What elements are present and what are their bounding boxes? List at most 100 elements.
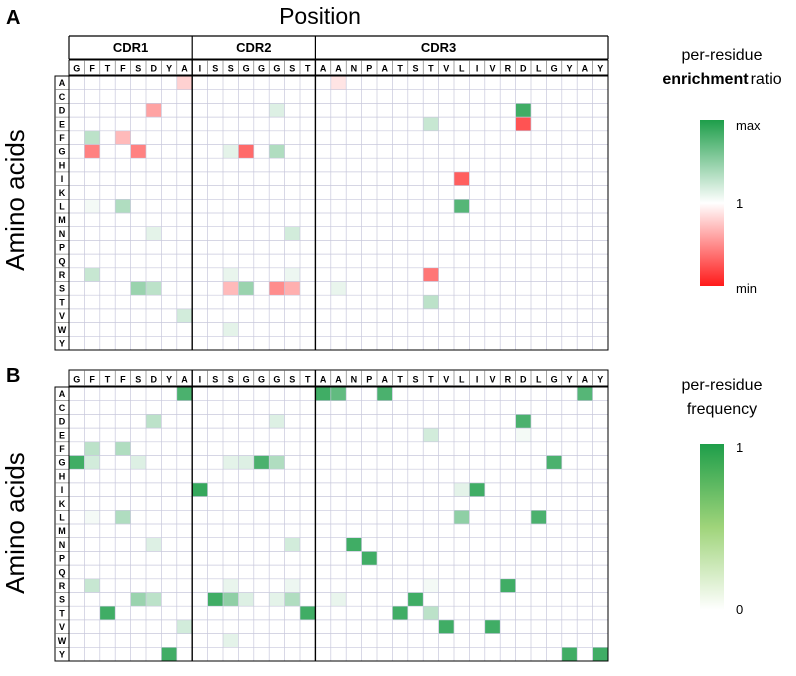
position-label: D bbox=[520, 64, 527, 74]
position-label: T bbox=[397, 64, 403, 74]
heatmap-cell bbox=[423, 578, 439, 593]
heatmap-cell bbox=[238, 592, 254, 607]
position-label: G bbox=[258, 375, 265, 385]
position-label: T bbox=[428, 375, 434, 385]
heatmap-cell bbox=[84, 510, 100, 524]
position-label: G bbox=[73, 375, 80, 385]
position-label: F bbox=[89, 64, 95, 74]
amino-acid-label: W bbox=[58, 325, 67, 335]
position-label: R bbox=[505, 64, 512, 74]
region-label-cdr3: CDR3 bbox=[421, 40, 456, 55]
amino-acid-label: D bbox=[59, 106, 66, 116]
heatmap-cell bbox=[284, 226, 300, 241]
heatmap-cell bbox=[438, 619, 454, 634]
heatmap-cell bbox=[423, 267, 439, 282]
position-label: A bbox=[320, 375, 327, 385]
legend-a-title-prefix: per-residue bbox=[682, 47, 763, 64]
heatmap-cell bbox=[284, 281, 300, 296]
amino-acid-label: V bbox=[59, 311, 65, 321]
heatmap-cell bbox=[330, 387, 347, 401]
heatmap-cell bbox=[484, 619, 501, 634]
position-label: A bbox=[181, 375, 188, 385]
amino-acid-label: T bbox=[59, 297, 65, 307]
position-label: D bbox=[150, 64, 157, 74]
heatmap-cell bbox=[146, 537, 162, 552]
amino-acid-label: Q bbox=[58, 567, 65, 577]
position-label: S bbox=[135, 64, 141, 74]
position-label: G bbox=[243, 64, 250, 74]
heatmap-cell bbox=[84, 199, 100, 213]
heatmap-cell bbox=[407, 592, 424, 607]
heatmap-cell bbox=[84, 267, 100, 282]
heatmap-cell bbox=[223, 592, 239, 607]
position-label: Y bbox=[166, 375, 172, 385]
legend-b-max-label: 1 bbox=[736, 440, 743, 455]
heatmap-cell bbox=[423, 117, 439, 131]
position-label: I bbox=[476, 375, 479, 385]
heatmap-cell bbox=[469, 482, 485, 497]
heatmap-cell bbox=[238, 144, 254, 159]
position-label: S bbox=[228, 64, 234, 74]
position-label: A bbox=[335, 375, 342, 385]
heatmap-cell bbox=[84, 144, 100, 159]
amino-acid-label: R bbox=[59, 581, 66, 591]
heatmap-cell bbox=[223, 281, 239, 296]
position-label: L bbox=[459, 375, 465, 385]
heatmap-cell bbox=[84, 455, 100, 470]
heatmap-cell bbox=[223, 322, 239, 337]
heatmap-cell bbox=[130, 281, 146, 296]
position-title: Position bbox=[279, 3, 361, 29]
amino-acid-label: E bbox=[59, 430, 65, 440]
legend-a-max-label: max bbox=[736, 118, 761, 133]
position-label: I bbox=[199, 375, 202, 385]
amino-acid-label: T bbox=[59, 608, 65, 618]
region-label-cdr1: CDR1 bbox=[113, 40, 148, 55]
position-label: A bbox=[181, 64, 188, 74]
heatmap-cell bbox=[207, 592, 223, 607]
position-label: T bbox=[305, 64, 311, 74]
position-label: N bbox=[351, 375, 358, 385]
heatmap-cell bbox=[130, 144, 146, 159]
position-label: T bbox=[397, 375, 403, 385]
panel-b-letter: B bbox=[6, 365, 20, 387]
y-axis-title-a: Amino acids bbox=[0, 129, 30, 271]
heatmap-cell bbox=[454, 171, 470, 186]
heatmap-cell bbox=[176, 619, 193, 634]
heatmap-cell bbox=[238, 281, 254, 296]
amino-acid-label: R bbox=[59, 270, 66, 280]
heatmap-cell bbox=[223, 633, 239, 648]
position-label: P bbox=[366, 375, 372, 385]
position-label: S bbox=[289, 64, 295, 74]
legend-a-title-bold: enrichment bbox=[662, 71, 749, 88]
heatmap-cell bbox=[515, 428, 531, 442]
amino-acid-label: F bbox=[59, 444, 65, 454]
heatmap-cell bbox=[253, 455, 270, 470]
heatmap-cell bbox=[69, 455, 85, 470]
legend-a-colorbar bbox=[700, 120, 724, 286]
amino-acid-label: K bbox=[59, 188, 66, 198]
amino-acid-label: Q bbox=[58, 256, 65, 266]
position-label: S bbox=[412, 375, 418, 385]
region-label-cdr2: CDR2 bbox=[236, 40, 271, 55]
legend-a-title-line2: enrichment ratio bbox=[662, 71, 781, 88]
heatmap-cell bbox=[223, 578, 239, 593]
legend-b-title-line2: frequency bbox=[687, 401, 757, 418]
position-label: T bbox=[428, 64, 434, 74]
heatmap-cell bbox=[84, 130, 100, 145]
position-label: Y bbox=[166, 64, 172, 74]
position-label: D bbox=[520, 375, 527, 385]
position-label: S bbox=[212, 375, 218, 385]
position-label: V bbox=[443, 375, 449, 385]
heatmap-cell bbox=[223, 144, 239, 159]
legend-b-colorbar bbox=[700, 444, 724, 610]
position-label: Y bbox=[597, 375, 603, 385]
amino-acid-label: C bbox=[59, 403, 66, 413]
heatmap-cell bbox=[146, 103, 162, 118]
heatmap-cell bbox=[269, 414, 285, 429]
amino-acid-label: Y bbox=[59, 338, 65, 348]
heatmap-cell bbox=[269, 103, 285, 118]
heatmap-cell bbox=[269, 144, 285, 159]
heatmap-cell bbox=[130, 455, 146, 470]
